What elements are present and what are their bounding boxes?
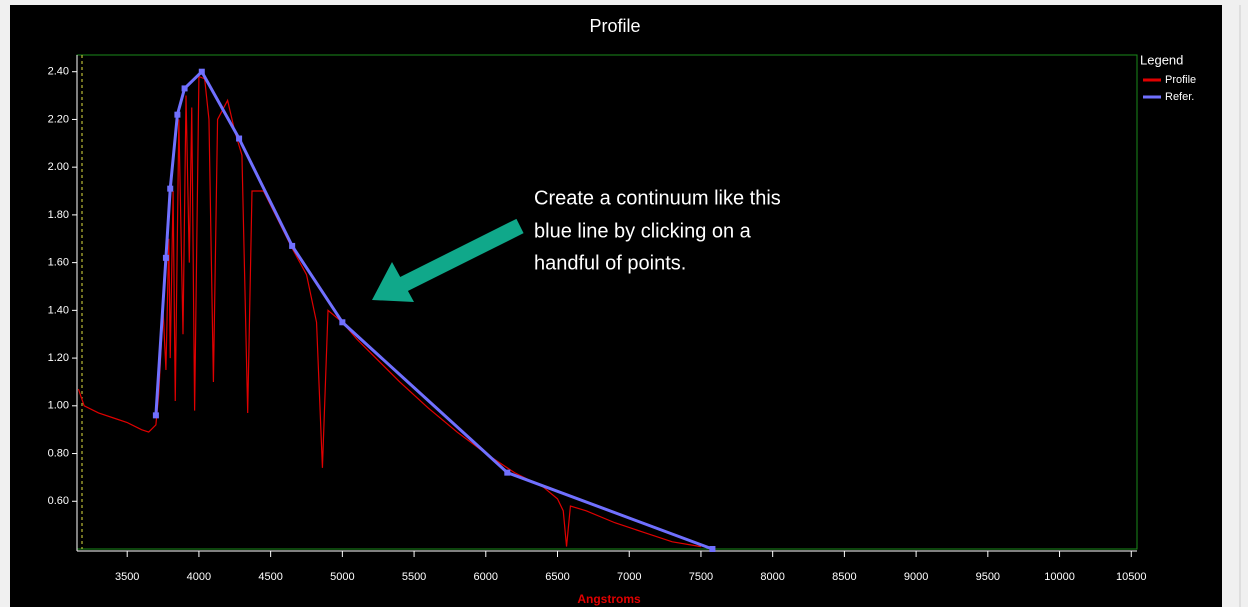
point-marker (236, 135, 243, 142)
x-tick-label: 8000 (760, 571, 784, 583)
x-tick-label: 3500 (115, 571, 139, 583)
x-tick-label: 5000 (330, 571, 354, 583)
annotation-line: handful of points. (534, 252, 686, 274)
y-tick-label: 1.80 (48, 209, 69, 221)
point-marker (709, 546, 716, 552)
panel (10, 5, 1222, 607)
chart-title: Profile (589, 16, 640, 36)
x-tick-label: 5500 (402, 571, 426, 583)
y-tick-label: 1.20 (48, 352, 69, 364)
y-tick-label: 1.00 (48, 400, 69, 412)
point-marker (289, 242, 296, 249)
point-marker (181, 85, 188, 92)
x-tick-label: 4500 (258, 571, 282, 583)
arrow-shaft (396, 218, 524, 294)
x-axis-label: Angstroms (577, 592, 641, 606)
x-tick-label: 6500 (545, 571, 569, 583)
x-tick-label: 10000 (1044, 571, 1075, 583)
x-tick-label: 9000 (904, 571, 928, 583)
x-tick-label: 8500 (832, 571, 856, 583)
arrow-head (372, 262, 414, 302)
point-marker (198, 68, 205, 75)
point-marker (162, 254, 169, 261)
y-tick-label: 1.60 (48, 257, 69, 269)
point-marker (504, 469, 511, 476)
point-marker (339, 319, 346, 326)
x-tick-label: 7500 (689, 571, 713, 583)
annotation: Create a continuum like this blue line b… (534, 187, 781, 274)
x-tick-label: 6000 (474, 571, 498, 583)
legend-label: Profile (1165, 74, 1196, 86)
y-tick-label: 2.00 (48, 161, 69, 173)
point-marker (174, 111, 181, 118)
y-tick-label: 2.40 (48, 66, 69, 78)
point-marker (167, 185, 174, 192)
x-tick-label: 4000 (187, 571, 211, 583)
legend-label: Refer. (1165, 91, 1194, 103)
legend-title: Legend (1140, 52, 1183, 67)
x-tick-label: 7000 (617, 571, 641, 583)
y-tick-label: 2.20 (48, 113, 69, 125)
annotation-line: blue line by clicking on a (534, 220, 752, 242)
point-marker (152, 412, 159, 419)
x-tick-label: 10500 (1116, 571, 1147, 583)
y-tick-label: 1.40 (48, 304, 69, 316)
annotation-line: Create a continuum like this (534, 187, 781, 209)
arrow (372, 218, 524, 302)
y-tick-label: 0.80 (48, 447, 69, 459)
x-tick-label: 9500 (976, 571, 1000, 583)
y-tick-label: 0.60 (48, 495, 69, 507)
